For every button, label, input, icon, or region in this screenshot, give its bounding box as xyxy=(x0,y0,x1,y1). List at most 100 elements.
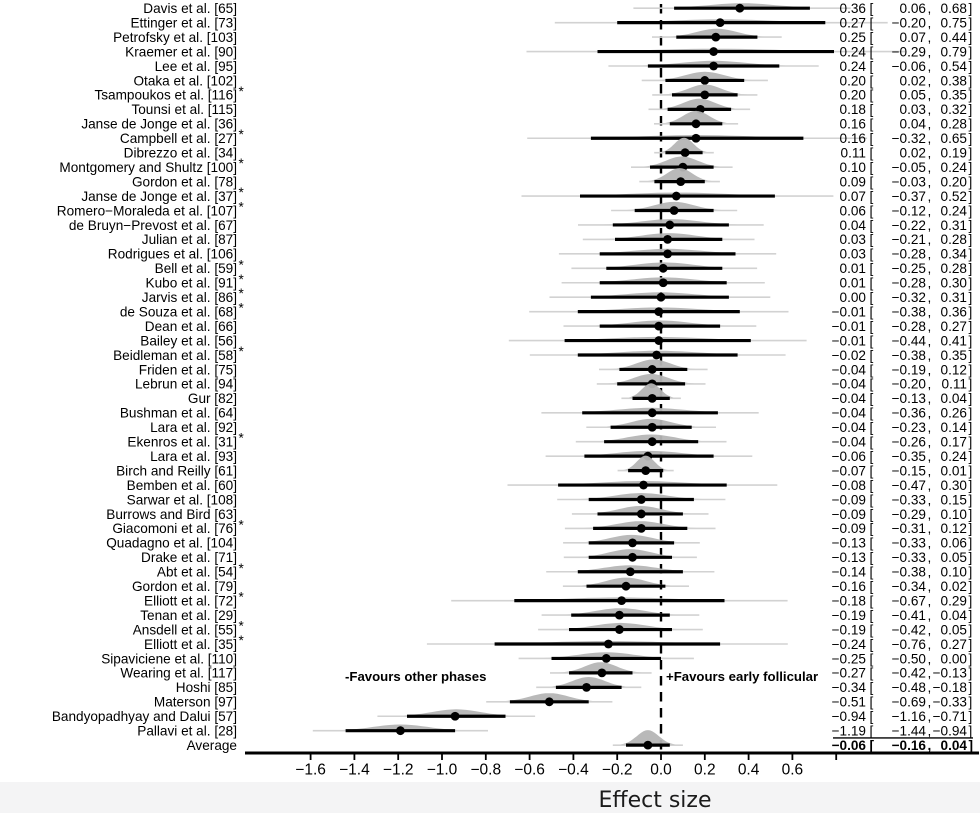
point-estimate-dot xyxy=(615,610,624,620)
interval-comma: , xyxy=(928,550,932,565)
interval-lower-value: −0.32 xyxy=(892,290,926,305)
interval-upper-value: 0.31 xyxy=(941,218,967,233)
density-violin xyxy=(658,84,751,95)
forest-row: Rodrigues et al. [106] 0.03 [−0.28, 0.34] xyxy=(108,247,973,262)
interval-comma: , xyxy=(928,102,932,117)
interval-upper-value: 0.06 xyxy=(941,536,967,551)
study-label: Romero−Moraleda et al. [107] xyxy=(57,203,237,218)
estimate-value: 0.24 xyxy=(840,44,867,59)
density-violin xyxy=(605,359,701,370)
interval-close-bracket: ] xyxy=(969,319,973,334)
forest-row: Quadagno et al. [104] −0.13 [−0.33, 0.06] xyxy=(106,534,972,551)
interval-upper-value: −0.13 xyxy=(933,666,967,681)
study-star-marker: * xyxy=(239,633,245,648)
interval-close-bracket: ] xyxy=(969,232,973,247)
x-axis-tick-label: −1.2 xyxy=(383,762,414,779)
interval-open-bracket: [ xyxy=(870,73,874,88)
interval-close-bracket: ] xyxy=(969,348,973,363)
interval-upper-value: 0.12 xyxy=(941,362,967,377)
study-label: Gordon et al. [78] xyxy=(132,174,237,189)
interval-upper-value: 0.30 xyxy=(941,478,968,493)
forest-row: Ansdell et al. [55] * −0.19 [−0.42, 0.05] xyxy=(133,619,973,638)
point-estimate-dot xyxy=(450,711,460,721)
interval-upper-value: 0.54 xyxy=(941,59,968,74)
interval-lower-value: −0.32 xyxy=(892,131,926,146)
forest-row: Gordon et al. [78] 0.09 [−0.03, 0.20] xyxy=(132,168,972,189)
interval-upper-value: 0.12 xyxy=(941,521,967,536)
point-estimate-dot xyxy=(636,495,646,504)
point-estimate-dot xyxy=(711,32,721,42)
interval-open-bracket: [ xyxy=(870,102,874,117)
interval-open-bracket: [ xyxy=(870,117,874,132)
forest-row: de Bruyn−Prevost et al. [67] 0.04[−0.22, 0… xyxy=(69,218,972,233)
interval-open-bracket: [ xyxy=(870,550,874,565)
point-estimate-dot xyxy=(691,119,701,129)
estimate-value: 0.24 xyxy=(840,59,867,74)
interval-open-bracket: [ xyxy=(870,377,874,392)
estimate-value: −0.94 xyxy=(832,709,867,724)
interval-upper-value: −0.33 xyxy=(933,695,967,710)
study-label: Tsampoukos et al. [116] xyxy=(94,88,237,103)
interval-open-bracket: [ xyxy=(870,709,874,724)
interval-open-bracket: [ xyxy=(870,232,874,247)
interval-lower-value: −1.44 xyxy=(892,724,927,739)
point-estimate-dot xyxy=(636,524,646,533)
point-estimate-dot xyxy=(639,480,648,490)
interval-open-bracket: [ xyxy=(870,88,874,103)
forest-row: Dean et al. [66] −0.01 [−0.28, 0.27] xyxy=(145,319,972,334)
interval-upper-value: 0.27 xyxy=(941,319,967,334)
estimate-value: 0.03 xyxy=(840,232,866,247)
x-axis-tick-label: −0.8 xyxy=(470,762,501,779)
study-label: Drake et al. [71] xyxy=(141,550,237,565)
estimate-value: −0.02 xyxy=(832,348,866,363)
x-axis-tick-label: −0.2 xyxy=(602,762,633,779)
interval-lower-value: −0.29 xyxy=(892,44,926,59)
study-label: Kraemer et al. [90] xyxy=(125,44,237,59)
x-axis-tick-label: 0.4 xyxy=(738,762,760,779)
interval-close-bracket: ] xyxy=(969,680,973,695)
interval-upper-value: 0.24 xyxy=(941,160,968,175)
interval-close-bracket: ] xyxy=(969,1,973,16)
forest-row: Dibrezzo et al. [34] 0.11 [0.02, 0.19] xyxy=(124,137,972,161)
density-violin xyxy=(644,168,715,182)
interval-close-bracket: ] xyxy=(969,695,973,710)
interval-comma: , xyxy=(928,709,932,724)
point-estimate-dot xyxy=(663,249,672,259)
estimate-value: 0.16 xyxy=(840,131,866,146)
interval-open-bracket: [ xyxy=(870,435,874,450)
interval-comma: , xyxy=(928,73,932,88)
interval-close-bracket: ] xyxy=(969,478,973,493)
estimate-value: −0.06 xyxy=(832,449,866,464)
point-estimate-dot xyxy=(715,18,725,28)
study-label: Otaka et al. [102] xyxy=(133,73,237,88)
interval-upper-value: 0.29 xyxy=(941,593,967,608)
interval-open-bracket: [ xyxy=(870,449,874,464)
point-estimate-dot xyxy=(544,697,554,707)
forest-row: Otaka et al. [102] 0.20[0.02, 0.38] xyxy=(133,71,972,88)
interval-lower-value: −0.42 xyxy=(892,622,926,637)
interval-open-bracket: [ xyxy=(870,146,874,161)
density-violin xyxy=(556,662,646,673)
interval-open-bracket: [ xyxy=(870,319,874,334)
study-label: Bailey et al. [56] xyxy=(140,333,237,348)
interval-open-bracket: [ xyxy=(870,521,874,536)
density-violin xyxy=(659,110,733,124)
study-star-marker: * xyxy=(239,301,245,316)
forest-row: Kubo et al. [91] * 0.01 [−0.28, 0.30] xyxy=(146,272,973,291)
study-label: Wearing et al. [117] xyxy=(120,666,237,681)
interval-comma: , xyxy=(928,579,932,594)
interval-lower-value: −0.50 xyxy=(892,651,927,666)
study-label: Ansdell et al. [55] xyxy=(133,622,237,637)
forest-row: Burrows and Bird [63] −0.09 [−0.29, 0.10] xyxy=(106,506,972,522)
interval-lower-value: −0.25 xyxy=(892,261,926,276)
study-star-marker: * xyxy=(239,185,245,200)
interval-comma: , xyxy=(928,290,932,305)
study-label: Elliott et al. [35] xyxy=(144,637,237,652)
interval-open-bracket: [ xyxy=(870,59,874,74)
interval-comma: , xyxy=(928,565,932,580)
forest-row: Bailey et al. [56] −0.01 [−0.44, 0.41] xyxy=(140,333,972,348)
interval-comma: , xyxy=(928,59,932,74)
interval-open-bracket: [ xyxy=(870,15,874,30)
x-axis-tick-label: 0.0 xyxy=(650,762,672,779)
interval-close-bracket: ] xyxy=(969,15,973,30)
